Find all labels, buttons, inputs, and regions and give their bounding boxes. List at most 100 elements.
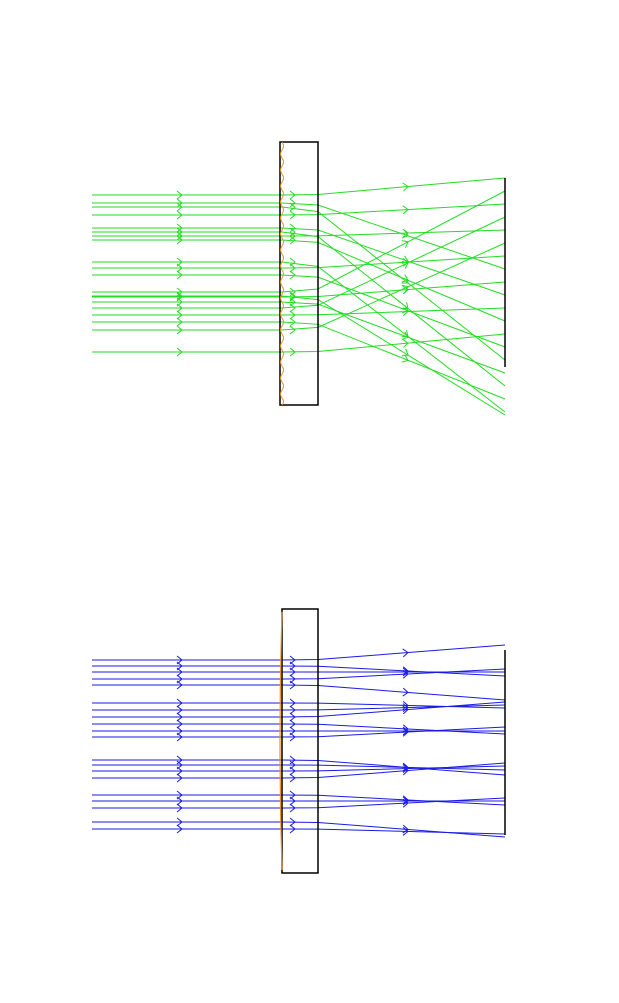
ray-arrow	[402, 705, 409, 715]
ray	[92, 229, 506, 237]
ray-arrow	[176, 310, 183, 320]
ray-arrow	[176, 803, 183, 813]
ray-arrow	[289, 726, 296, 736]
ray-arrow	[289, 231, 296, 241]
ray-arrow	[289, 824, 296, 834]
ray-arrow	[176, 223, 183, 233]
ray-arrow	[402, 307, 409, 317]
ray-arrow	[402, 727, 409, 737]
ray	[92, 726, 506, 738]
ray-arrow	[401, 331, 409, 340]
ray-arrow	[176, 705, 183, 715]
ray-arrow	[401, 348, 409, 357]
ray	[92, 321, 506, 400]
ray-arrow	[176, 667, 183, 677]
ray-arrow	[176, 824, 183, 834]
ray-arrow	[176, 698, 183, 708]
lens-element	[281, 608, 319, 874]
ray-arrow	[402, 798, 409, 808]
ray-arrow	[289, 223, 296, 233]
ray	[92, 644, 506, 661]
ray	[92, 177, 506, 196]
ray-arrow	[402, 824, 409, 834]
ray-arrow	[176, 263, 183, 273]
ray	[92, 704, 506, 711]
ray-arrow	[289, 674, 296, 684]
ray-arrow	[176, 655, 183, 665]
ray	[92, 190, 506, 293]
ray-arrow	[402, 205, 409, 215]
ray-arrow	[402, 669, 409, 679]
ray-arrow	[402, 228, 409, 238]
ray-arrow	[289, 712, 296, 722]
ray	[92, 203, 506, 216]
diffractive-surface	[280, 141, 284, 406]
ray	[92, 231, 506, 387]
ray	[92, 307, 506, 316]
ray	[92, 701, 506, 718]
ray-arrow	[289, 263, 296, 273]
ray-arrow	[176, 190, 183, 200]
ray	[92, 255, 506, 269]
ray	[92, 216, 506, 309]
ray-arrow	[402, 257, 409, 267]
ray-arrow	[176, 270, 183, 280]
ray-arrow	[402, 666, 409, 676]
diffractive-surface	[279, 611, 283, 871]
ray-arrow	[176, 712, 183, 722]
ray-arrow	[289, 680, 296, 690]
ray	[92, 227, 506, 296]
ray-arrow	[176, 303, 183, 313]
ray-arrow	[176, 726, 183, 736]
ray-arrow	[176, 297, 183, 307]
ray-arrow	[289, 257, 296, 267]
ray-arrow	[176, 291, 183, 301]
ray-arrow	[176, 661, 183, 671]
ray-arrow	[401, 260, 409, 269]
ray-arrow	[289, 766, 296, 776]
ray-arrow	[401, 284, 409, 293]
ray-arrow	[401, 230, 409, 239]
ray-arrow	[176, 732, 183, 742]
ray	[92, 762, 506, 779]
ray-arrow	[176, 347, 183, 357]
ray-arrow	[289, 803, 296, 813]
ray-arrow	[289, 661, 296, 671]
ray	[92, 797, 506, 809]
ray-arrow	[401, 240, 409, 248]
ray-arrow	[176, 719, 183, 729]
ray-arrow	[402, 795, 409, 805]
ray	[92, 765, 506, 772]
ray-arrow	[402, 827, 409, 836]
ray-arrow	[176, 773, 183, 783]
ray-arrow	[289, 227, 296, 237]
ray-arrow	[176, 257, 183, 267]
ray-arrow	[176, 766, 183, 776]
ray-arrow	[289, 210, 296, 220]
ray-arrow	[289, 705, 296, 715]
ray-arrow	[289, 732, 296, 742]
ray	[92, 764, 506, 771]
ray	[92, 668, 506, 680]
ray-arrow	[289, 198, 296, 208]
ray-arrow	[289, 796, 296, 806]
ray	[92, 723, 506, 735]
ray-arrow	[176, 202, 183, 212]
ray-arrow	[176, 198, 183, 208]
ray	[92, 239, 506, 322]
ray	[92, 202, 506, 270]
ray	[92, 794, 506, 806]
ray	[92, 295, 506, 416]
ray-arrow	[402, 648, 409, 658]
ray-arrow	[176, 325, 183, 335]
ray-arrow	[176, 796, 183, 806]
lens-element	[279, 141, 319, 406]
ray-arrow	[176, 231, 183, 241]
ray-arrow	[176, 680, 183, 690]
ray-arrow	[176, 235, 183, 245]
ray-arrow	[176, 227, 183, 237]
ray-arrow	[176, 760, 183, 770]
ray-arrow	[402, 763, 409, 772]
ray	[92, 242, 506, 331]
